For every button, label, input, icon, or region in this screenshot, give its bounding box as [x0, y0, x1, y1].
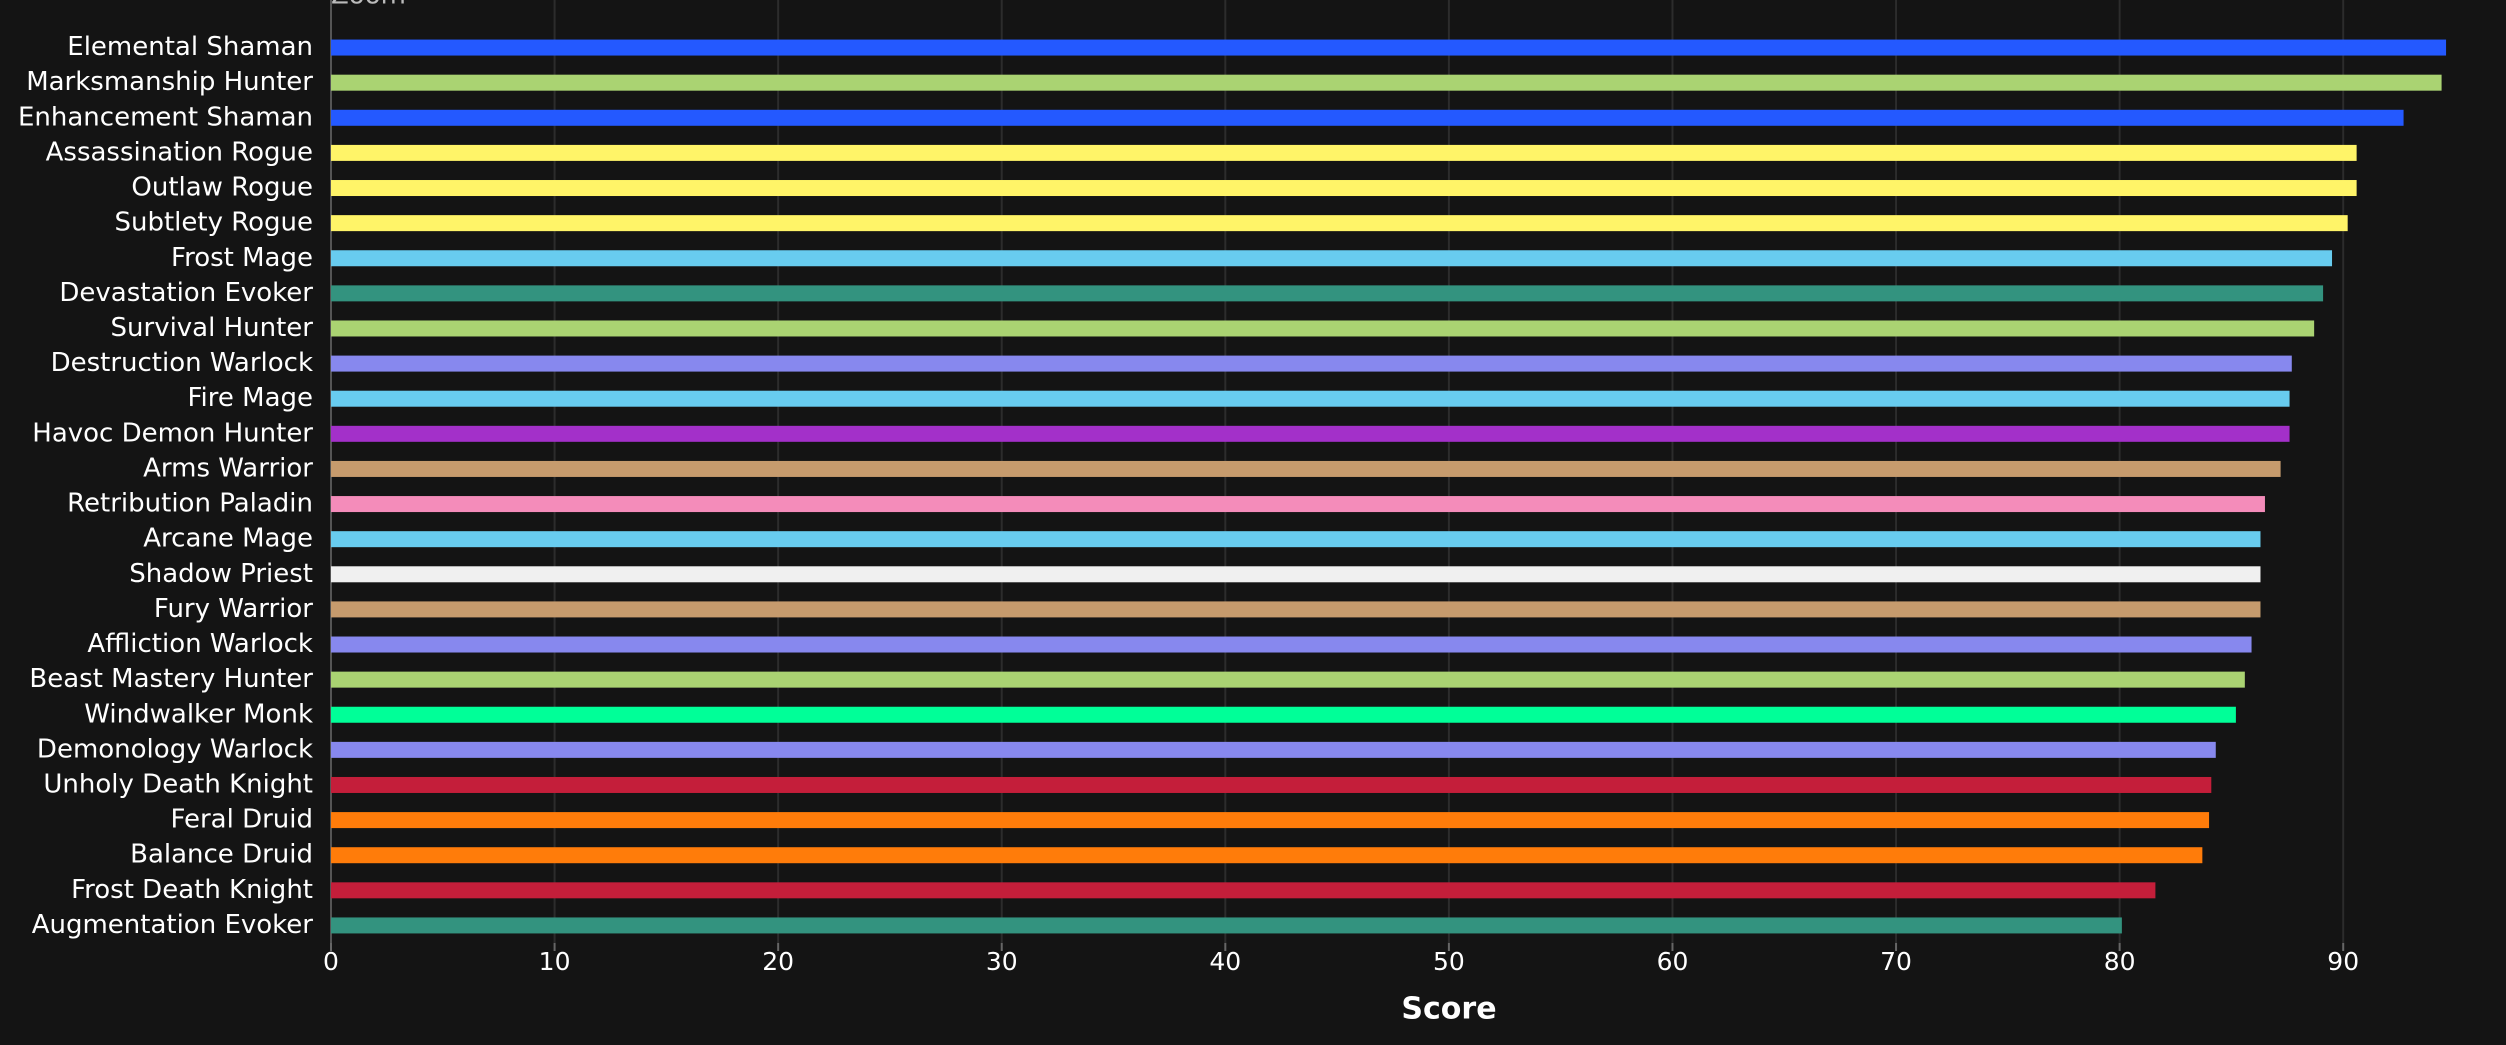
- y-tick-label: Beast Mastery Hunter: [29, 664, 313, 694]
- y-tick-label: Outlaw Rogue: [131, 173, 313, 203]
- bar: [331, 74, 2442, 91]
- x-tick-label: 60: [1657, 947, 1689, 976]
- x-tick-label: 40: [1209, 947, 1241, 976]
- bar: [331, 917, 2122, 934]
- bar: [331, 460, 2281, 477]
- y-tick-label: Feral Druid: [170, 805, 313, 835]
- y-tick-label: Enhancement Shaman: [18, 102, 313, 132]
- y-tick-label: Arms Warrior: [143, 453, 313, 483]
- y-tick-label: Affliction Warlock: [87, 629, 313, 659]
- y-tick-label: Augmentation Evoker: [32, 910, 314, 940]
- y-tick-label: Assassination Rogue: [46, 137, 313, 167]
- bar: [331, 531, 2261, 548]
- y-tick-label: Demonology Warlock: [37, 734, 313, 764]
- x-tick-label: 80: [2104, 947, 2136, 976]
- bar: [331, 425, 2290, 442]
- x-tick-label: 90: [2327, 947, 2359, 976]
- bar: [331, 741, 2216, 758]
- x-tick-label: 50: [1433, 947, 1465, 976]
- x-tick-label: 70: [1880, 947, 1912, 976]
- bar: [331, 285, 2324, 302]
- bar: [331, 215, 2348, 232]
- x-tick-label: 20: [762, 947, 794, 976]
- x-tick-label: 10: [539, 947, 571, 976]
- y-tick-label: Havoc Demon Hunter: [32, 418, 313, 448]
- y-tick-label: Windwalker Monk: [84, 699, 313, 729]
- y-tick-label: Balance Druid: [130, 840, 313, 870]
- y-tick-label: Frost Death Knight: [71, 875, 313, 905]
- x-axis-title: Score: [1401, 992, 1496, 1027]
- bar: [331, 144, 2357, 161]
- bar: [331, 706, 2236, 723]
- y-tick-label: Subtlety Rogue: [114, 208, 313, 238]
- y-tick-label: Frost Mage: [171, 243, 313, 273]
- y-tick-label: Shadow Priest: [129, 559, 313, 589]
- bar: [331, 882, 2156, 899]
- bar: [331, 812, 2210, 829]
- bar: [331, 496, 2265, 513]
- y-tick-label: Retribution Paladin: [67, 489, 313, 519]
- y-tick-label: Fire Mage: [187, 383, 313, 413]
- zoom-label[interactable]: Zoom: [331, 0, 406, 11]
- y-tick-label: Fury Warrior: [154, 594, 313, 624]
- y-tick-label: Arcane Mage: [143, 524, 313, 554]
- y-tick-label: Destruction Warlock: [51, 348, 313, 378]
- x-tick-label: 30: [986, 947, 1018, 976]
- y-tick-label: Unholy Death Knight: [43, 769, 313, 799]
- bar: [331, 355, 2292, 372]
- bar: [331, 601, 2261, 618]
- bar: [331, 847, 2203, 864]
- bar: [331, 180, 2357, 197]
- bar: [331, 566, 2261, 583]
- bar: [331, 320, 2315, 337]
- bar: [331, 671, 2245, 688]
- y-tick-label: Survival Hunter: [111, 313, 314, 343]
- y-tick-label: Elemental Shaman: [67, 32, 313, 62]
- x-tick-label: 0: [323, 947, 339, 976]
- y-tick-label: Devastation Evoker: [59, 278, 313, 308]
- y-tick-label: Marksmanship Hunter: [26, 67, 313, 97]
- bar: [331, 39, 2447, 56]
- bar: [331, 636, 2252, 653]
- bar: [331, 250, 2333, 267]
- bar: [331, 109, 2404, 126]
- bar: [331, 390, 2290, 407]
- bar: [331, 776, 2212, 793]
